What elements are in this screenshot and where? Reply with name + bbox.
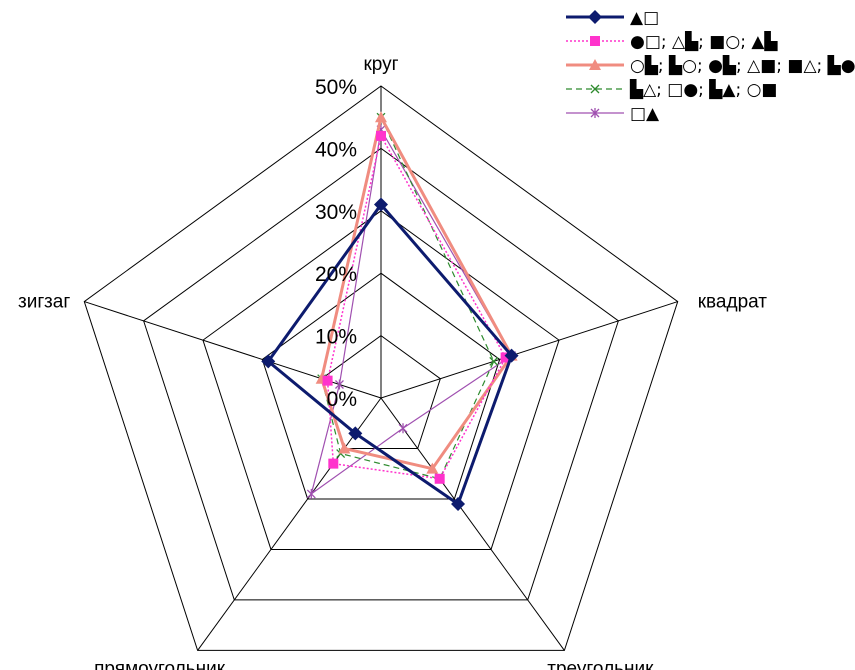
data-point — [328, 458, 339, 469]
tick-label: 40% — [315, 138, 357, 161]
data-point — [322, 375, 333, 386]
legend-label: ●□; △▙; ■○; ▲▙ — [630, 30, 778, 52]
axis-spoke — [380, 397, 565, 651]
data-point — [398, 423, 408, 434]
grid-ring — [321, 334, 441, 449]
axis-label: круг — [363, 54, 398, 75]
series-line — [326, 135, 507, 480]
series-1 — [261, 197, 519, 512]
data-point — [348, 426, 363, 441]
data-point — [489, 356, 499, 366]
axis-spoke — [197, 397, 382, 651]
legend-marker — [589, 59, 601, 70]
data-point — [261, 354, 276, 369]
data-point — [504, 348, 519, 363]
tick-label: 50% — [315, 76, 357, 99]
grid-ring — [261, 272, 501, 500]
tick-label: 0% — [327, 388, 357, 411]
legend-item: ○▙; ▙○; ●▙; △■; ■△; ▙● — [566, 54, 855, 76]
legend-item: ▙△; □●; ▙▲; ○■ — [566, 78, 777, 100]
data-point — [334, 379, 344, 390]
series-2 — [322, 130, 511, 484]
legend-marker — [590, 36, 600, 46]
radar-grid — [83, 85, 679, 651]
legend-label: ▙△; □●; ▙▲; ○■ — [629, 78, 777, 100]
legend-label: □▲ — [630, 104, 660, 124]
grid-ring — [143, 147, 619, 601]
data-point — [451, 497, 466, 512]
axis-label: квадрат — [698, 292, 768, 313]
axis-label: прямоугольник — [94, 658, 226, 670]
tick-label: 20% — [315, 263, 357, 286]
data-point — [500, 352, 511, 363]
grid-ring — [202, 210, 560, 550]
data-point — [306, 488, 316, 499]
axis-spoke — [380, 301, 678, 399]
legend-marker — [590, 84, 600, 94]
data-point — [376, 130, 386, 141]
data-point — [338, 442, 351, 454]
tick-labels: 0% 10% 20% 30% 40% 50% — [315, 76, 357, 411]
legend: ▲□●□; △▙; ■○; ▲▙○▙; ▙○; ●▙; △■; ■△; ▙●▙△… — [566, 8, 855, 124]
data-point — [426, 462, 439, 474]
tick-label: 30% — [315, 201, 357, 224]
data-point — [374, 197, 388, 212]
legend-item: ▲□ — [566, 8, 659, 28]
series-3 — [315, 111, 518, 474]
axis-labels: круг квадрат треугольник прямоугольник зигза… — [18, 54, 767, 670]
legend-label: ○▙; ▙○; ●▙; △■; ■△; ▙● — [630, 54, 855, 76]
axis-label: зигзаг — [18, 292, 70, 313]
tick-label: 10% — [315, 326, 357, 349]
legend-item: ●□; △▙; ■○; ▲▙ — [566, 30, 778, 52]
series-group — [261, 111, 519, 512]
data-point — [434, 473, 445, 484]
series-line — [266, 203, 514, 506]
series-5 — [306, 124, 517, 499]
legend-marker — [590, 108, 600, 118]
series-line — [320, 115, 514, 471]
grid-ring — [83, 85, 679, 651]
legend-label: ▲□ — [630, 8, 659, 28]
data-point — [375, 111, 387, 123]
axis-label: треугольник — [547, 658, 654, 670]
legend-marker — [588, 10, 602, 24]
legend-item: □▲ — [566, 104, 660, 124]
